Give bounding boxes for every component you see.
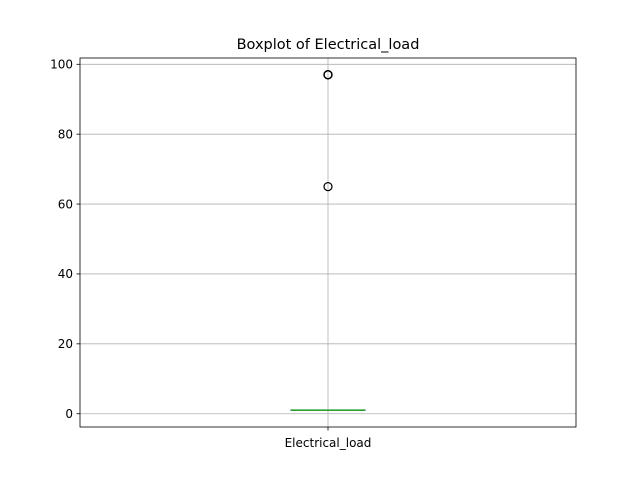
y-tick-label: 20 xyxy=(58,337,73,351)
y-tick-label: 40 xyxy=(58,267,73,281)
y-tick-label: 60 xyxy=(58,197,73,211)
x-tick-label: Electrical_load xyxy=(285,436,372,450)
y-tick-label: 0 xyxy=(65,407,73,421)
chart-title: Boxplot of Electrical_load xyxy=(237,37,420,53)
y-tick-label: 100 xyxy=(50,58,73,72)
y-tick-label: 80 xyxy=(58,127,73,141)
